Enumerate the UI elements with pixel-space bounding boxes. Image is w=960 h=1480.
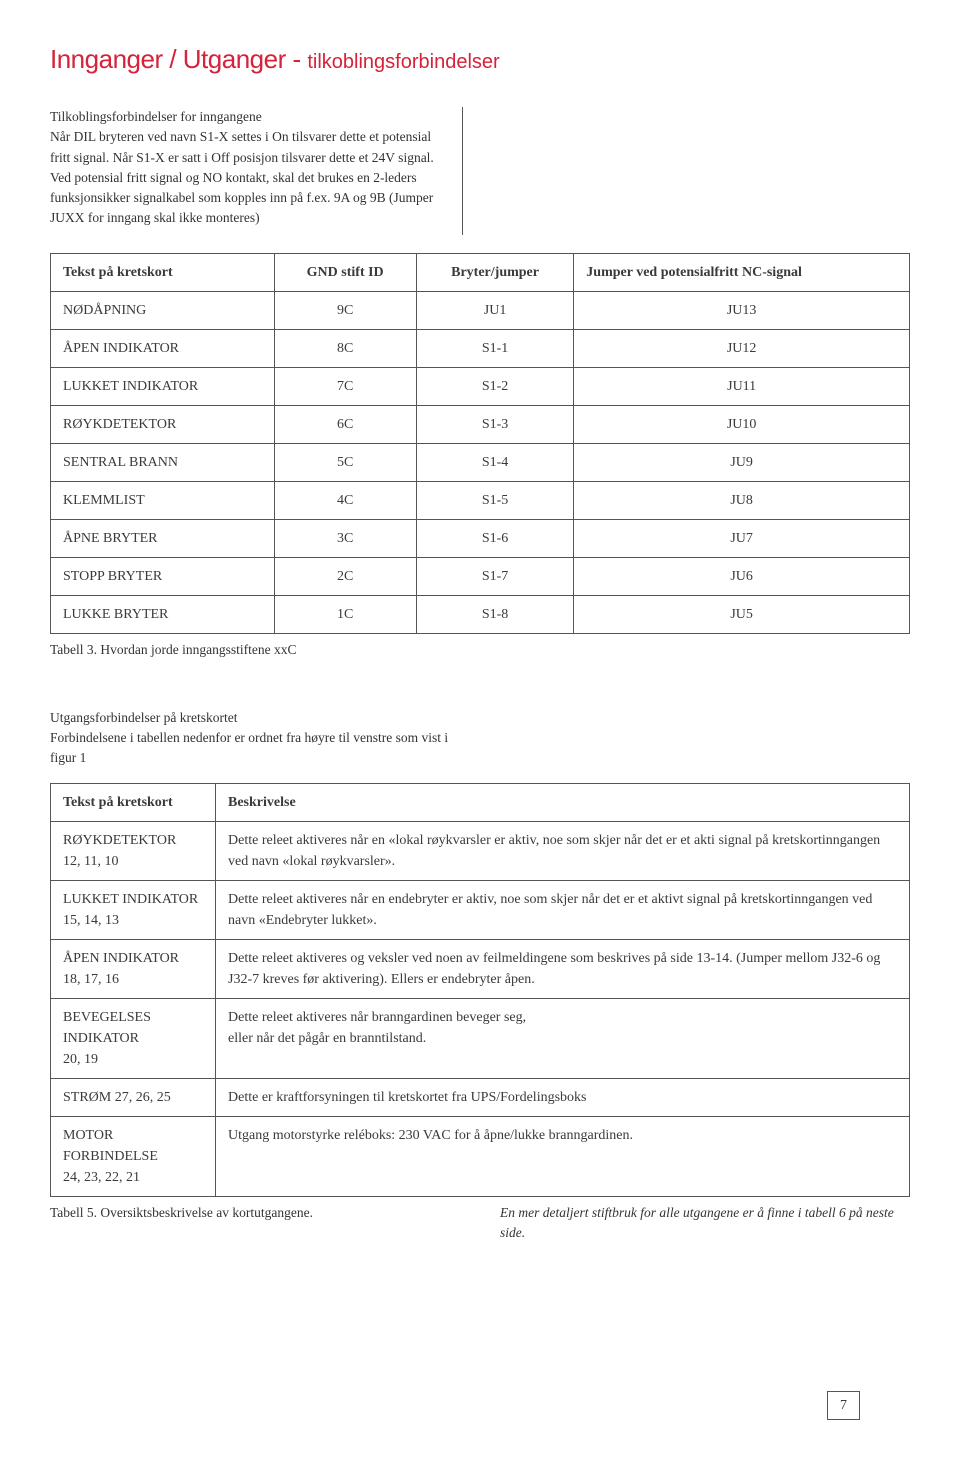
page-title: Innganger / Utganger - tilkoblingsforbin… <box>50 40 910 79</box>
td: 4C <box>274 481 416 519</box>
table-row: STOPP BRYTER2CS1-7JU6 <box>51 557 910 595</box>
td-label: MOTOR FORBINDELSE24, 23, 22, 21 <box>51 1116 216 1196</box>
td: 2C <box>274 557 416 595</box>
td: JU13 <box>574 291 910 329</box>
td: 5C <box>274 443 416 481</box>
td: JU8 <box>574 481 910 519</box>
inputs-table: Tekst på kretskort GND stift ID Bryter/j… <box>50 253 910 634</box>
th: Jumper ved potensialfritt NC-signal <box>574 253 910 291</box>
title-separator: - <box>286 44 308 74</box>
td: S1-2 <box>416 367 573 405</box>
intro-block: Tilkoblingsforbindelser for inngangene N… <box>50 107 463 235</box>
table-header-row: Tekst på kretskort GND stift ID Bryter/j… <box>51 253 910 291</box>
td: JU11 <box>574 367 910 405</box>
outputs-intro: Utgangsforbindelser på kretskortet Forbi… <box>50 708 463 769</box>
footer-row: Tabell 5. Oversiktsbeskrivelse av kortut… <box>50 1203 910 1244</box>
title-sub: tilkoblingsforbindelser <box>307 51 499 73</box>
table-row: SENTRAL BRANN5CS1-4JU9 <box>51 443 910 481</box>
td: 6C <box>274 405 416 443</box>
td: 8C <box>274 329 416 367</box>
outputs-body: Forbindelsene i tabellen nedenfor er ord… <box>50 728 463 769</box>
page-number: 7 <box>827 1391 860 1420</box>
table-row: ÅPNE BRYTER3CS1-6JU7 <box>51 519 910 557</box>
td: S1-8 <box>416 595 573 633</box>
td: JU9 <box>574 443 910 481</box>
td: 1C <box>274 595 416 633</box>
td-desc: Dette releet aktiveres når en «lokal røy… <box>216 821 910 880</box>
td: S1-5 <box>416 481 573 519</box>
intro-heading: Tilkoblingsforbindelser for inngangene <box>50 107 438 127</box>
table-row: RØYKDETEKTOR6CS1-3JU10 <box>51 405 910 443</box>
td-desc: Dette releet aktiveres når en endebryter… <box>216 880 910 939</box>
table-row: RØYKDETEKTOR12, 11, 10Dette releet aktiv… <box>51 821 910 880</box>
table-row: LUKKE BRYTER1CS1-8JU5 <box>51 595 910 633</box>
table-row: ÅPEN INDIKATOR18, 17, 16Dette releet akt… <box>51 939 910 998</box>
td: RØYKDETEKTOR <box>51 405 275 443</box>
table-row: KLEMMLIST4CS1-5JU8 <box>51 481 910 519</box>
outputs-heading: Utgangsforbindelser på kretskortet <box>50 708 463 728</box>
table-row: BEVEGELSES INDIKATOR20, 19Dette releet a… <box>51 998 910 1078</box>
td: ÅPNE BRYTER <box>51 519 275 557</box>
td: JU1 <box>416 291 573 329</box>
td: S1-3 <box>416 405 573 443</box>
th: GND stift ID <box>274 253 416 291</box>
table2-caption-right: En mer detaljert stiftbruk for alle utga… <box>500 1203 910 1244</box>
td-desc: Dette releet aktiveres og veksler ved no… <box>216 939 910 998</box>
td: LUKKET INDIKATOR <box>51 367 275 405</box>
td: S1-1 <box>416 329 573 367</box>
td: 9C <box>274 291 416 329</box>
td: JU10 <box>574 405 910 443</box>
intro-body: Når DIL bryteren ved navn S1-X settes i … <box>50 127 438 228</box>
td: KLEMMLIST <box>51 481 275 519</box>
table-header-row: Tekst på kretskort Beskrivelse <box>51 783 910 821</box>
td-desc: Utgang motorstyrke reléboks: 230 VAC for… <box>216 1116 910 1196</box>
td: JU7 <box>574 519 910 557</box>
td-label: STRØM 27, 26, 25 <box>51 1078 216 1116</box>
table-row: LUKKET INDIKATOR7CS1-2JU11 <box>51 367 910 405</box>
table-row: LUKKET INDIKATOR15, 14, 13Dette releet a… <box>51 880 910 939</box>
td: 3C <box>274 519 416 557</box>
td: NØDÅPNING <box>51 291 275 329</box>
td: JU5 <box>574 595 910 633</box>
td: S1-7 <box>416 557 573 595</box>
td-label: BEVEGELSES INDIKATOR20, 19 <box>51 998 216 1078</box>
td: LUKKE BRYTER <box>51 595 275 633</box>
table-row: ÅPEN INDIKATOR8CS1-1JU12 <box>51 329 910 367</box>
td: JU12 <box>574 329 910 367</box>
table-row: MOTOR FORBINDELSE24, 23, 22, 21Utgang mo… <box>51 1116 910 1196</box>
td: 7C <box>274 367 416 405</box>
td: S1-6 <box>416 519 573 557</box>
td: S1-4 <box>416 443 573 481</box>
td-desc: Dette releet aktiveres når branngardinen… <box>216 998 910 1078</box>
td: ÅPEN INDIKATOR <box>51 329 275 367</box>
title-main: Innganger / Utganger <box>50 44 286 74</box>
table-row: STRØM 27, 26, 25Dette er kraftforsyninge… <box>51 1078 910 1116</box>
th: Tekst på kretskort <box>51 253 275 291</box>
table1-caption: Tabell 3. Hvordan jorde inngangsstiftene… <box>50 640 910 660</box>
th: Beskrivelse <box>216 783 910 821</box>
td: JU6 <box>574 557 910 595</box>
table-row: NØDÅPNING9CJU1JU13 <box>51 291 910 329</box>
td-label: RØYKDETEKTOR12, 11, 10 <box>51 821 216 880</box>
outputs-table: Tekst på kretskort Beskrivelse RØYKDETEK… <box>50 783 910 1197</box>
td-desc: Dette er kraftforsyningen til kretskorte… <box>216 1078 910 1116</box>
td: SENTRAL BRANN <box>51 443 275 481</box>
table2-caption-left: Tabell 5. Oversiktsbeskrivelse av kortut… <box>50 1203 460 1244</box>
td-label: LUKKET INDIKATOR15, 14, 13 <box>51 880 216 939</box>
td: STOPP BRYTER <box>51 557 275 595</box>
th: Tekst på kretskort <box>51 783 216 821</box>
th: Bryter/jumper <box>416 253 573 291</box>
td-label: ÅPEN INDIKATOR18, 17, 16 <box>51 939 216 998</box>
